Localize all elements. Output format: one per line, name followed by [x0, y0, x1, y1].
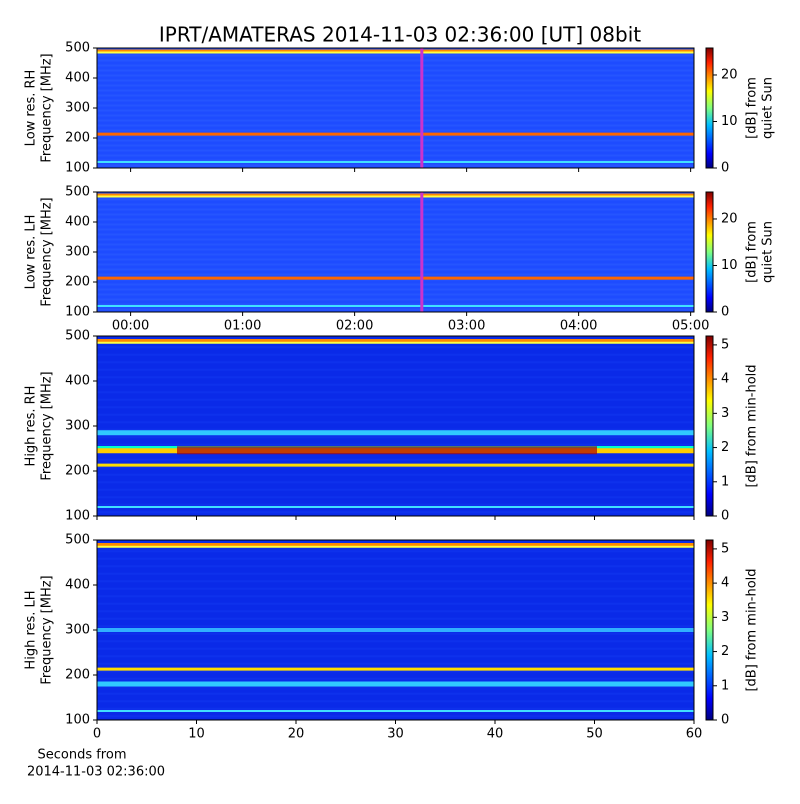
colorbar: [705, 47, 714, 169]
y-tick-label: 500: [65, 533, 90, 548]
y-tick-label: 300: [65, 419, 90, 434]
colorbar-label: [dB] from: [745, 77, 760, 139]
y-axis-label: High res. LH: [24, 590, 39, 669]
spectrogram-image: [97, 48, 694, 168]
x-tick-label: 40: [487, 727, 504, 742]
y-tick-label: 500: [65, 329, 90, 344]
y-tick-label: 100: [65, 713, 90, 728]
y-tick-label: 200: [65, 668, 90, 683]
colorbar-tick-label: 20: [721, 67, 738, 82]
x-tick-label: 00:00: [112, 319, 149, 334]
x-axis-label: 2014-11-03 02:36:00: [27, 765, 165, 780]
colorbar-tick-label: 10: [721, 114, 738, 129]
colorbar-tick-label: 5: [721, 541, 729, 556]
x-tick-label: 05:00: [672, 319, 709, 334]
y-axis-label: Frequency [MHz]: [40, 371, 55, 480]
colorbar-tick-label: 2: [721, 644, 729, 659]
chart-title: IPRT/AMATERAS 2014-11-03 02:36:00 [UT] 0…: [159, 23, 641, 47]
y-tick-label: 400: [65, 71, 90, 86]
colorbar-label: [dB] from min-hold: [745, 364, 760, 487]
y-tick-label: 200: [65, 131, 90, 146]
y-axis-label: High res. RH: [24, 386, 39, 467]
y-tick-label: 400: [65, 215, 90, 230]
y-tick-label: 200: [65, 275, 90, 290]
colorbar-tick-label: 3: [721, 610, 729, 625]
spectrogram-burst: [177, 446, 597, 455]
y-axis-label: Low res. RH: [24, 70, 39, 147]
x-tick-label: 50: [586, 727, 603, 742]
x-tick-label: 10: [188, 727, 205, 742]
colorbar: [705, 191, 714, 313]
colorbar-tick-label: 2: [721, 440, 729, 455]
y-tick-label: 300: [65, 245, 90, 260]
colorbar-label: quiet Sun: [761, 77, 776, 139]
colorbar-tick-label: 0: [721, 305, 729, 320]
x-tick-label: 20: [288, 727, 305, 742]
colorbar: [705, 335, 714, 517]
spectrogram-image: [97, 336, 694, 516]
y-tick-label: 300: [65, 101, 90, 116]
x-tick-label: 04:00: [560, 319, 597, 334]
x-axis-label: Seconds from: [37, 748, 126, 763]
colorbar-label: quiet Sun: [761, 221, 776, 283]
colorbar-tick-label: 10: [721, 258, 738, 273]
y-tick-label: 400: [65, 578, 90, 593]
colorbar-tick-label: 20: [721, 211, 738, 226]
x-tick-label: 60: [686, 727, 703, 742]
colorbar-tick-label: 0: [721, 509, 729, 524]
colorbar-tick-label: 5: [721, 337, 729, 352]
colorbar-tick-label: 4: [721, 372, 729, 387]
x-tick-label: 02:00: [336, 319, 373, 334]
spectrogram-image: [97, 192, 694, 312]
x-tick-label: 0: [93, 727, 101, 742]
colorbar-tick-label: 0: [721, 713, 729, 728]
y-tick-label: 500: [65, 185, 90, 200]
y-tick-label: 100: [65, 305, 90, 320]
y-axis-label: Frequency [MHz]: [40, 53, 55, 162]
y-axis-label: Low res. LH: [24, 215, 39, 290]
y-tick-label: 500: [65, 41, 90, 56]
colorbar-tick-label: 0: [721, 161, 729, 176]
colorbar-label: [dB] from min-hold: [745, 568, 760, 691]
colorbar-tick-label: 1: [721, 678, 729, 693]
colorbar-label: [dB] from: [745, 221, 760, 283]
y-axis-label: Frequency [MHz]: [40, 197, 55, 306]
x-tick-label: 03:00: [448, 319, 485, 334]
y-tick-label: 100: [65, 161, 90, 176]
y-tick-label: 100: [65, 509, 90, 524]
x-tick-label: 01:00: [224, 319, 261, 334]
y-tick-label: 200: [65, 464, 90, 479]
y-tick-label: 400: [65, 374, 90, 389]
colorbar-tick-label: 3: [721, 406, 729, 421]
x-tick-label: 30: [387, 727, 404, 742]
colorbar-tick-label: 1: [721, 474, 729, 489]
colorbar-tick-label: 4: [721, 576, 729, 591]
y-tick-label: 300: [65, 623, 90, 638]
colorbar: [705, 539, 714, 721]
y-axis-label: Frequency [MHz]: [40, 575, 55, 684]
